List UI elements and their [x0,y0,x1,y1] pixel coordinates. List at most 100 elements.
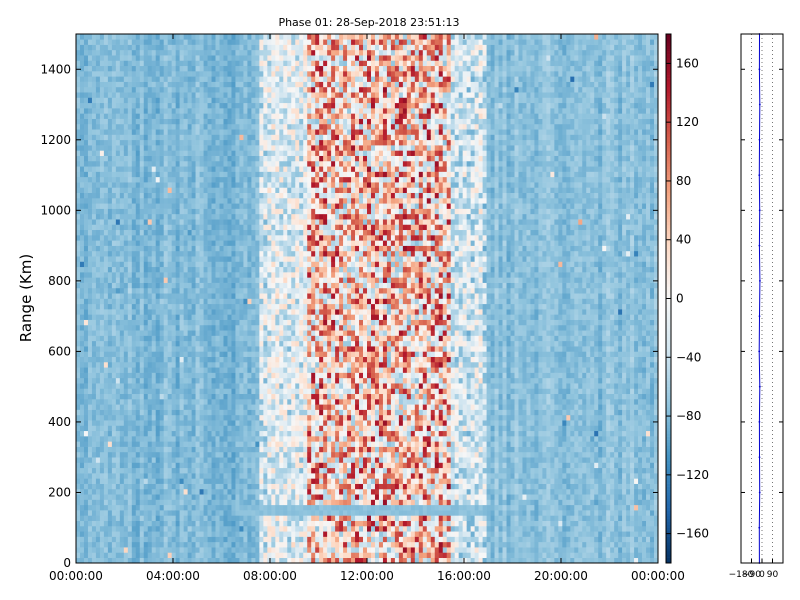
heatmap-cell [143,541,149,548]
heatmap-cell [159,557,164,564]
heatmap-cell [115,293,121,299]
heatmap-cell [135,160,141,167]
heatmap-cell [135,139,141,146]
heatmap-cell [99,134,105,141]
heatmap-cell [195,467,200,474]
heatmap-cell [119,361,125,368]
heatmap-cell [263,330,268,336]
heatmap-cell [195,272,200,278]
heatmap-cell [163,388,168,395]
heatmap-cell [171,552,176,559]
heatmap-cell [79,266,85,273]
heatmap-cell [95,446,101,453]
heatmap-cell [223,404,228,410]
heatmap-cell [183,182,188,188]
heatmap-cell [143,287,149,294]
heatmap-cell [187,541,192,548]
heatmap-cell [195,430,200,437]
heatmap-cell [131,361,137,368]
heatmap-cell [111,451,117,458]
heatmap-cell [107,451,113,458]
heatmap-cell [95,277,101,283]
heatmap-cell [87,197,93,204]
heatmap-cell [179,224,184,231]
heatmap-cell [103,462,109,469]
heatmap-cell [115,287,121,294]
heatmap-cell [99,208,105,215]
heatmap-cell [247,182,252,188]
heatmap-cell [135,351,141,357]
heatmap-cell [271,250,276,257]
heatmap-cell [171,44,176,51]
heatmap-cell [123,404,129,410]
heatmap-cell [195,319,200,326]
heatmap-cell [95,330,101,336]
heatmap-cell [215,240,220,246]
heatmap-cell [243,282,248,289]
heatmap-cell [91,303,97,310]
heatmap-cell [223,155,228,162]
heatmap-cell [167,65,172,72]
heatmap-cell [187,451,192,458]
heatmap-cell [183,351,188,357]
heatmap-cell [227,176,232,183]
heatmap-cell [131,499,137,506]
heatmap-cell [199,160,204,167]
heatmap-cell [183,488,188,495]
heatmap-cell [143,430,149,437]
heatmap-cell [211,118,216,125]
heatmap-cell [235,536,240,543]
heatmap-cell [175,71,180,77]
heatmap-cell [151,113,157,119]
heatmap-cell [255,65,260,72]
heatmap-cell [111,494,117,500]
heatmap-cell [83,414,89,421]
heatmap-cell [99,49,105,56]
heatmap-cell [163,171,168,178]
heatmap-cell [247,377,252,384]
heatmap-cell [183,552,188,559]
heatmap-cell [251,436,256,442]
heatmap-cell [95,420,101,426]
heatmap-cell [83,123,89,130]
heatmap-cell [91,39,97,45]
heatmap-cell [159,303,164,310]
heatmap-cell [191,55,196,61]
heatmap-cell [127,309,133,315]
heatmap-cell [171,414,176,421]
heatmap-cell [263,399,268,405]
heatmap-cell [127,213,133,220]
heatmap-cell [115,86,121,93]
heatmap-cell [135,219,141,225]
heatmap-cell [159,213,164,220]
heatmap-cell [91,557,97,564]
heatmap-cell [99,187,105,193]
heatmap-cell [211,224,216,231]
heatmap-cell [255,388,260,395]
heatmap-cell [171,266,176,273]
heatmap-cell [203,536,208,543]
heatmap-cell [91,420,97,426]
heatmap-cell [135,113,141,119]
heatmap-cell [163,34,168,40]
heatmap-cell [263,393,268,400]
heatmap-cell [175,76,180,82]
heatmap-cell [123,187,129,193]
heatmap-cell [107,44,113,51]
heatmap-cell [227,319,232,326]
heatmap-cell [119,324,125,331]
heatmap-cell [111,129,117,135]
heatmap-cell [199,102,204,109]
heatmap-cell [203,451,208,458]
heatmap-cell [235,171,240,178]
heatmap-cell [267,462,272,469]
heatmap-cell [155,224,161,231]
heatmap-cell [111,314,117,320]
heatmap-cell [135,473,141,479]
heatmap-cell [155,81,161,88]
heatmap-cell [203,118,208,125]
heatmap-cell [211,430,216,437]
heatmap-cell [259,467,264,474]
heatmap-cell [255,160,260,167]
heatmap-cell [239,208,244,215]
